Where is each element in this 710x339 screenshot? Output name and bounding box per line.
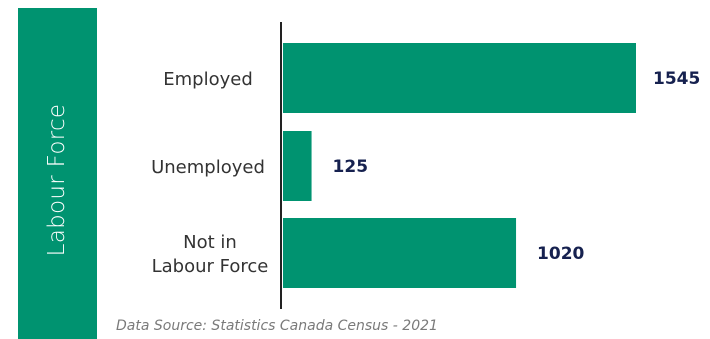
bar-0	[283, 43, 636, 113]
value-label-0: 1545	[653, 69, 700, 89]
value-label-1: 125	[333, 157, 369, 177]
bar-2	[283, 218, 517, 288]
category-label-2: Not in Labour Force	[152, 232, 269, 277]
bar-1	[283, 131, 312, 201]
category-label-1: Unemployed	[151, 157, 265, 178]
side-title-band	[18, 8, 97, 339]
category-label-0: Employed	[163, 69, 253, 90]
value-label-2: 1020	[537, 244, 584, 264]
data-source-note: Data Source: Statistics Canada Census - …	[116, 318, 438, 334]
